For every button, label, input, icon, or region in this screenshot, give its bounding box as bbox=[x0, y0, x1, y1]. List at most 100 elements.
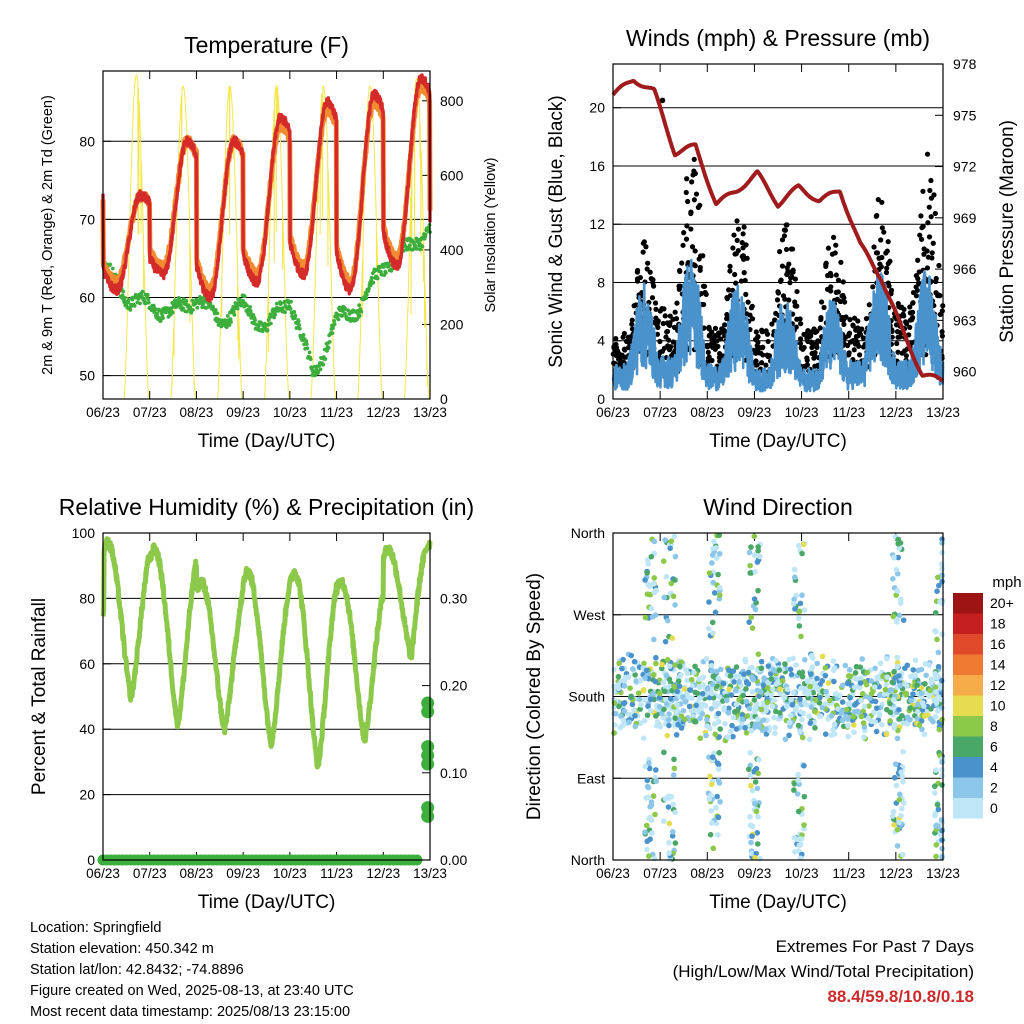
x-axis-label: Time (Day/UTC) bbox=[709, 892, 847, 913]
wind-direction-point bbox=[939, 772, 945, 779]
gust-point bbox=[731, 232, 737, 238]
wind-direction-point bbox=[709, 667, 715, 674]
wind-direction-point bbox=[726, 686, 732, 693]
wind-direction-point bbox=[923, 672, 929, 679]
wind-direction-point bbox=[658, 665, 665, 672]
gust-point bbox=[693, 191, 700, 197]
wind-direction-point bbox=[894, 735, 901, 742]
wind-direction-point bbox=[812, 697, 819, 703]
wind-direction-point bbox=[804, 678, 811, 684]
dewpoint-point bbox=[110, 266, 115, 271]
gust-point bbox=[650, 280, 656, 286]
temperature-chart-frame bbox=[102, 70, 431, 400]
wind-direction-point bbox=[933, 823, 939, 829]
y-tick-label: 50 bbox=[79, 368, 95, 384]
gust-point bbox=[805, 327, 811, 334]
dewpoint-point bbox=[146, 300, 151, 305]
wind-direction-point bbox=[896, 797, 903, 803]
humidity-chart: Relative Humidity (%) & Precipitation (i… bbox=[29, 494, 474, 913]
wind-direction-point bbox=[939, 854, 945, 861]
wind-direction-point bbox=[615, 685, 622, 692]
gust-point bbox=[701, 301, 707, 308]
wind-direction-point bbox=[895, 727, 901, 734]
x-tick-label: 06/23 bbox=[86, 405, 120, 420]
gust-point bbox=[627, 336, 633, 342]
wind-direction-point bbox=[932, 713, 939, 720]
wind-direction-point bbox=[889, 679, 896, 686]
gust-point bbox=[939, 333, 945, 339]
wind-direction-point bbox=[770, 667, 777, 673]
dewpoint-point bbox=[297, 323, 302, 327]
gust-point bbox=[937, 311, 943, 318]
gust-point bbox=[817, 325, 823, 331]
wind-direction-chart-frame bbox=[612, 532, 944, 861]
x-tick-label: 08/23 bbox=[180, 866, 214, 881]
dewpoint-point bbox=[367, 286, 371, 291]
dewpoint-point bbox=[126, 297, 131, 302]
gust-point bbox=[664, 320, 670, 326]
gust-point bbox=[738, 278, 745, 284]
wind-direction-point bbox=[650, 690, 656, 697]
wind-direction-point bbox=[715, 814, 722, 821]
wind-direction-point bbox=[651, 589, 658, 596]
wind-direction-point bbox=[682, 699, 689, 705]
wind-direction-point bbox=[935, 694, 942, 700]
wind-direction-point bbox=[791, 780, 798, 787]
wind-direction-point bbox=[890, 613, 897, 620]
wind-direction-point bbox=[794, 791, 801, 797]
gust-point bbox=[739, 240, 745, 246]
wind-direction-point bbox=[859, 656, 866, 662]
gust-point bbox=[664, 329, 670, 335]
gust-point bbox=[629, 326, 636, 332]
x-tick-label: 12/23 bbox=[879, 405, 913, 420]
gust-point bbox=[622, 354, 628, 360]
y-tick-label: 70 bbox=[79, 211, 95, 227]
gust-point bbox=[741, 270, 747, 276]
gust-point bbox=[909, 309, 916, 315]
gust-point bbox=[847, 317, 853, 323]
wind-direction-point bbox=[743, 686, 749, 692]
wind-direction-point bbox=[930, 718, 936, 725]
wind-direction-point bbox=[768, 676, 775, 682]
gust-point bbox=[792, 299, 798, 305]
wind-direction-point bbox=[752, 854, 758, 861]
wind-direction-point bbox=[745, 766, 752, 773]
wind-direction-point bbox=[764, 699, 771, 706]
wind-direction-point bbox=[709, 560, 715, 566]
wind-direction-point bbox=[872, 719, 879, 725]
gust-point bbox=[679, 260, 685, 266]
wind-direction-point bbox=[703, 656, 710, 662]
wind-direction-point bbox=[789, 702, 796, 708]
wind-direction-point bbox=[672, 840, 679, 846]
wind-direction-point bbox=[894, 617, 900, 623]
gust-point bbox=[734, 218, 740, 224]
wind-direction-point bbox=[651, 671, 657, 678]
wind-direction-point bbox=[939, 766, 945, 773]
wind-direction-point bbox=[916, 722, 923, 728]
gust-point bbox=[779, 237, 786, 243]
gust-point bbox=[667, 313, 673, 319]
wind-direction-point bbox=[715, 571, 721, 578]
wind-direction-point bbox=[932, 767, 939, 774]
wind-direction-point bbox=[776, 667, 783, 673]
wind-direction-point bbox=[707, 831, 714, 838]
wind-direction-point bbox=[939, 540, 945, 546]
gust-point bbox=[634, 278, 641, 284]
dewpoint-point bbox=[359, 309, 364, 314]
wind-direction-point bbox=[662, 638, 669, 645]
wind-direction-point bbox=[647, 803, 653, 810]
gust-point bbox=[724, 311, 730, 318]
gust-point bbox=[677, 267, 683, 274]
gust-point bbox=[927, 187, 933, 194]
dewpoint-point bbox=[301, 332, 306, 337]
wind-direction-point bbox=[792, 606, 798, 612]
dewpoint-point bbox=[415, 246, 419, 251]
wind-direction-point bbox=[672, 809, 678, 816]
wind-direction-point bbox=[921, 731, 928, 738]
dewpoint-point bbox=[304, 339, 309, 343]
wind-direction-point bbox=[688, 676, 695, 683]
gust-point bbox=[815, 338, 821, 344]
wind-direction-point bbox=[907, 716, 913, 723]
wind-direction-point bbox=[874, 705, 880, 711]
y-tick-label: 100 bbox=[72, 525, 96, 541]
